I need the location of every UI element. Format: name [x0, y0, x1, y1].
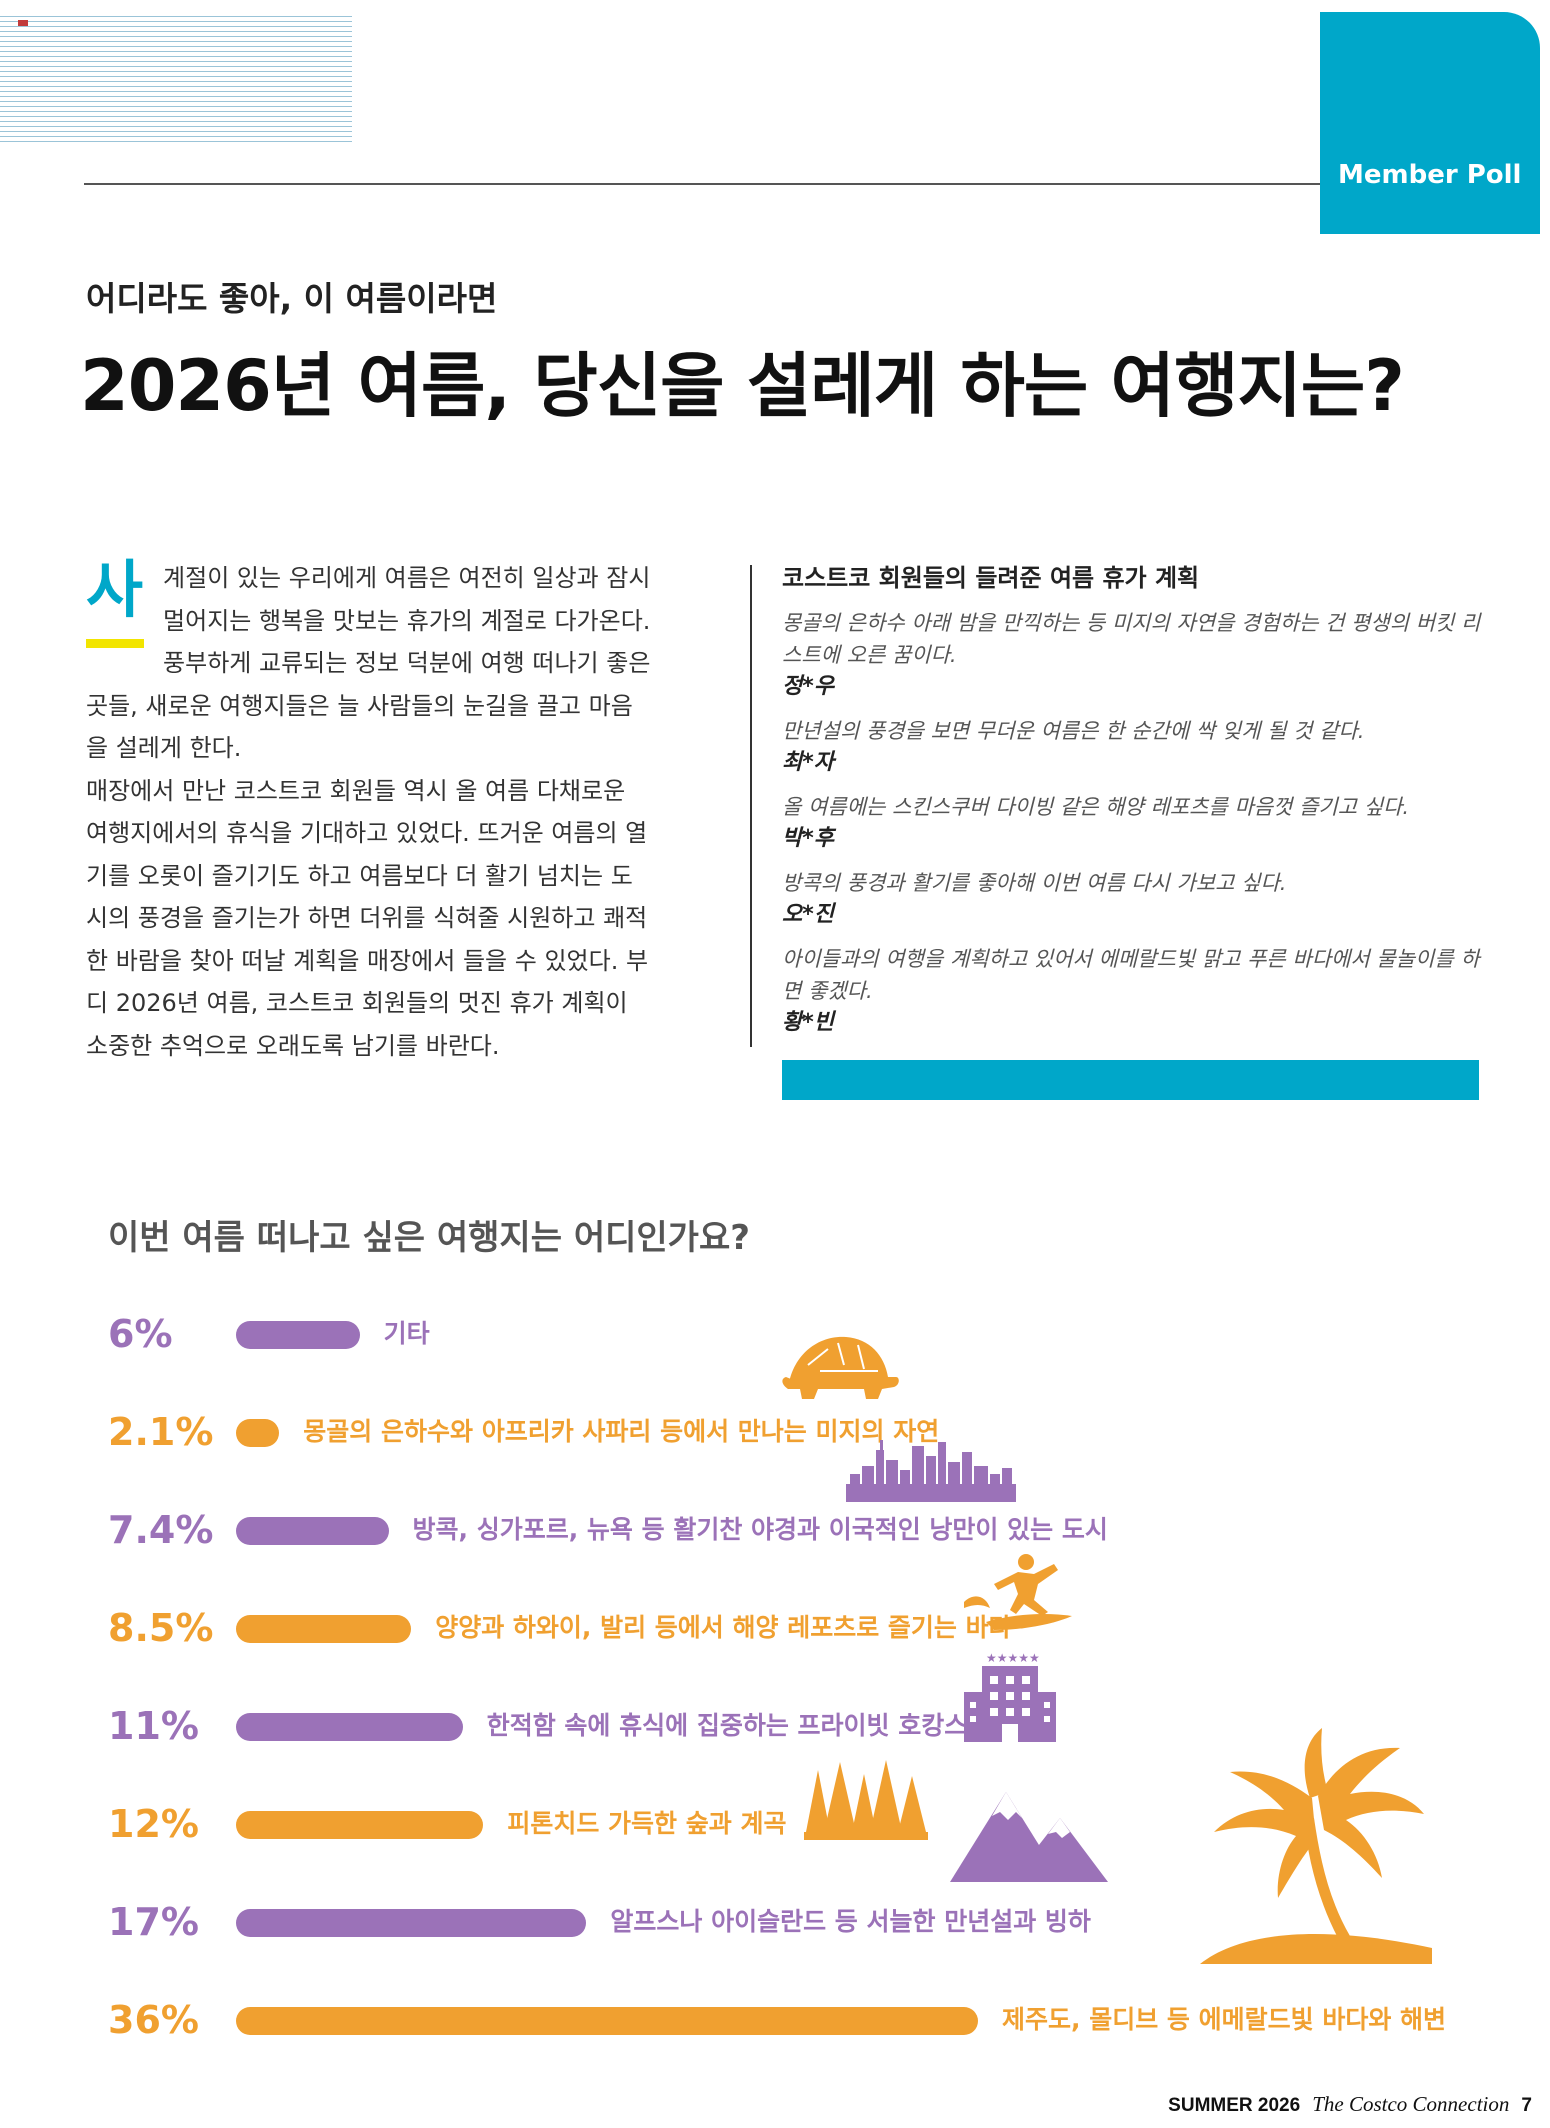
- chart-row: 36% 제주도, 몰디브 등 에메랄드빛 바다와 해변: [108, 1998, 1448, 2042]
- hotel-icon: ★★★★★: [964, 1652, 1056, 1742]
- article-paragraph-2: 매장에서 만난 코스트코 회원들 역시 올 여름 다채로운 여행지에서의 휴식을…: [86, 776, 649, 1060]
- dropcap: 사: [86, 557, 145, 648]
- chart-category-label: 양양과 하와이, 발리 등에서 해양 레포츠로 즐기는 바다: [435, 1613, 1012, 1642]
- surfer-icon: [964, 1554, 1072, 1630]
- svg-text:★★★★★: ★★★★★: [986, 1652, 1040, 1665]
- chart-category-label: 방콕, 싱가포르, 뉴욕 등 활기찬 야경과 이국적인 낭만이 있는 도시: [412, 1515, 1108, 1544]
- chart-title: 이번 여름 떠나고 싶은 여행지는 어디인가요?: [108, 1218, 750, 1258]
- city-skyline-icon: [846, 1440, 1016, 1502]
- chart-value-label: 11%: [108, 1704, 199, 1748]
- chart-bar: [236, 1517, 389, 1545]
- chart-category-label: 몽골의 은하수와 아프리카 사파리 등에서 만나는 미지의 자연: [303, 1417, 940, 1446]
- quote-item: 아이들과의 여행을 계획하고 있어서 에메랄드빛 맑고 푸른 바다에서 물놀이를…: [782, 943, 1482, 1039]
- teal-accent-bar: [782, 1060, 1479, 1100]
- chart-value-label: 8.5%: [108, 1606, 214, 1650]
- chart-row: 8.5% 양양과 하와이, 발리 등에서 해양 레포츠로 즐기는 바다: [108, 1606, 1448, 1650]
- chart-category-label: 알프스나 아이슬란드 등 서늘한 만년설과 빙하: [610, 1907, 1091, 1936]
- chart-value-label: 17%: [108, 1900, 199, 1944]
- forest-icon: [804, 1760, 928, 1840]
- page-title: 2026년 여름, 당신을 설레게 하는 여행지는?: [80, 345, 1405, 427]
- chart-bar: [236, 1811, 484, 1839]
- quote-text: 만년설의 풍경을 보면 무더운 여름은 한 순간에 싹 잊게 될 것 같다.: [782, 719, 1365, 743]
- quote-author: 박*후: [782, 826, 834, 851]
- chart-bar: [236, 2007, 978, 2035]
- quote-author: 황*빈: [782, 1010, 834, 1035]
- quote-author: 오*진: [782, 902, 834, 927]
- corner-mark: [18, 20, 28, 26]
- quote-text: 방콕의 풍경과 활기를 좋아해 이번 여름 다시 가보고 싶다.: [782, 871, 1287, 895]
- footer-page-number: 7: [1521, 2095, 1532, 2116]
- quote-item: 몽골의 은하수 아래 밤을 만끽하는 등 미지의 자연을 경험하는 건 평생의 …: [782, 607, 1482, 703]
- chart-bar: [236, 1713, 463, 1741]
- turtle-icon: [782, 1336, 899, 1399]
- chart-bar: [236, 1321, 360, 1349]
- palm-island-icon: [1200, 1728, 1432, 1964]
- chart-row: 17% 알프스나 아이슬란드 등 서늘한 만년설과 빙하: [108, 1900, 1448, 1944]
- chart-row: 12% 피톤치드 가득한 숲과 계곡: [108, 1802, 1448, 1846]
- chart-bar: [236, 1419, 280, 1447]
- article-body: 사 계절이 있는 우리에게 여름은 여전히 일상과 잠시 멀어지는 행복을 맛보…: [86, 557, 652, 1067]
- chart-row: 11% 한적함 속에 휴식에 집중하는 프라이빗 호캉스: [108, 1704, 1448, 1748]
- quote-text: 올 여름에는 스킨스쿠버 다이빙 같은 해양 레포츠를 마음껏 즐기고 싶다.: [782, 795, 1410, 819]
- chart-bar: [236, 1909, 587, 1937]
- mountain-icon: [950, 1792, 1108, 1882]
- chart-category-label: 기타: [383, 1319, 430, 1348]
- member-quotes: 코스트코 회원들의 들려준 여름 휴가 계획 몽골의 은하수 아래 밤을 만끽하…: [782, 558, 1482, 1051]
- quote-item: 올 여름에는 스킨스쿠버 다이빙 같은 해양 레포츠를 마음껏 즐기고 싶다. …: [782, 791, 1482, 855]
- chart-row: 6% 기타: [108, 1312, 1448, 1356]
- chart-row: 2.1% 몽골의 은하수와 아프리카 사파리 등에서 만나는 미지의 자연: [108, 1410, 1448, 1454]
- chart-value-label: 7.4%: [108, 1508, 214, 1552]
- footer-magazine: The Costco Connection: [1312, 2092, 1510, 2116]
- quote-text: 몽골의 은하수 아래 밤을 만끽하는 등 미지의 자연을 경험하는 건 평생의 …: [782, 611, 1481, 667]
- quote-item: 만년설의 풍경을 보면 무더운 여름은 한 순간에 싹 잊게 될 것 같다. 최…: [782, 715, 1482, 779]
- chart-category-label: 한적함 속에 휴식에 집중하는 프라이빗 호캉스: [486, 1711, 968, 1740]
- decorative-stripes: [0, 16, 352, 143]
- quotes-title: 코스트코 회원들의 들려준 여름 휴가 계획: [782, 564, 1200, 592]
- section-tab-label: Member Poll: [1338, 160, 1522, 190]
- quote-author: 정*우: [782, 674, 834, 699]
- chart-value-label: 6%: [108, 1312, 173, 1356]
- section-tab: Member Poll: [1320, 12, 1540, 234]
- quote-text: 아이들과의 여행을 계획하고 있어서 에메랄드빛 맑고 푸른 바다에서 물놀이를…: [782, 947, 1480, 1003]
- article-paragraph-1: 계절이 있는 우리에게 여름은 여전히 일상과 잠시 멀어지는 행복을 맛보는 …: [86, 564, 651, 762]
- page-footer: SUMMER 2026 The Costco Connection 7: [1168, 2092, 1532, 2117]
- chart-row: 7.4% 방콕, 싱가포르, 뉴욕 등 활기찬 야경과 이국적인 낭만이 있는 도…: [108, 1508, 1448, 1552]
- chart-category-label: 제주도, 몰디브 등 에메랄드빛 바다와 해변: [1002, 2005, 1447, 2034]
- column-divider: [750, 565, 752, 1047]
- chart-category-label: 피톤치드 가득한 숲과 계곡: [507, 1809, 787, 1838]
- chart-bar: [236, 1615, 412, 1643]
- chart-value-label: 12%: [108, 1802, 199, 1846]
- header-rule: [84, 183, 1320, 185]
- kicker: 어디라도 좋아, 이 여름이라면: [86, 279, 498, 318]
- chart-value-label: 2.1%: [108, 1410, 214, 1454]
- quote-author: 최*자: [782, 750, 834, 775]
- quote-item: 방콕의 풍경과 활기를 좋아해 이번 여름 다시 가보고 싶다. 오*진: [782, 867, 1482, 931]
- footer-season: SUMMER 2026: [1168, 2095, 1301, 2116]
- chart-value-label: 36%: [108, 1998, 199, 2042]
